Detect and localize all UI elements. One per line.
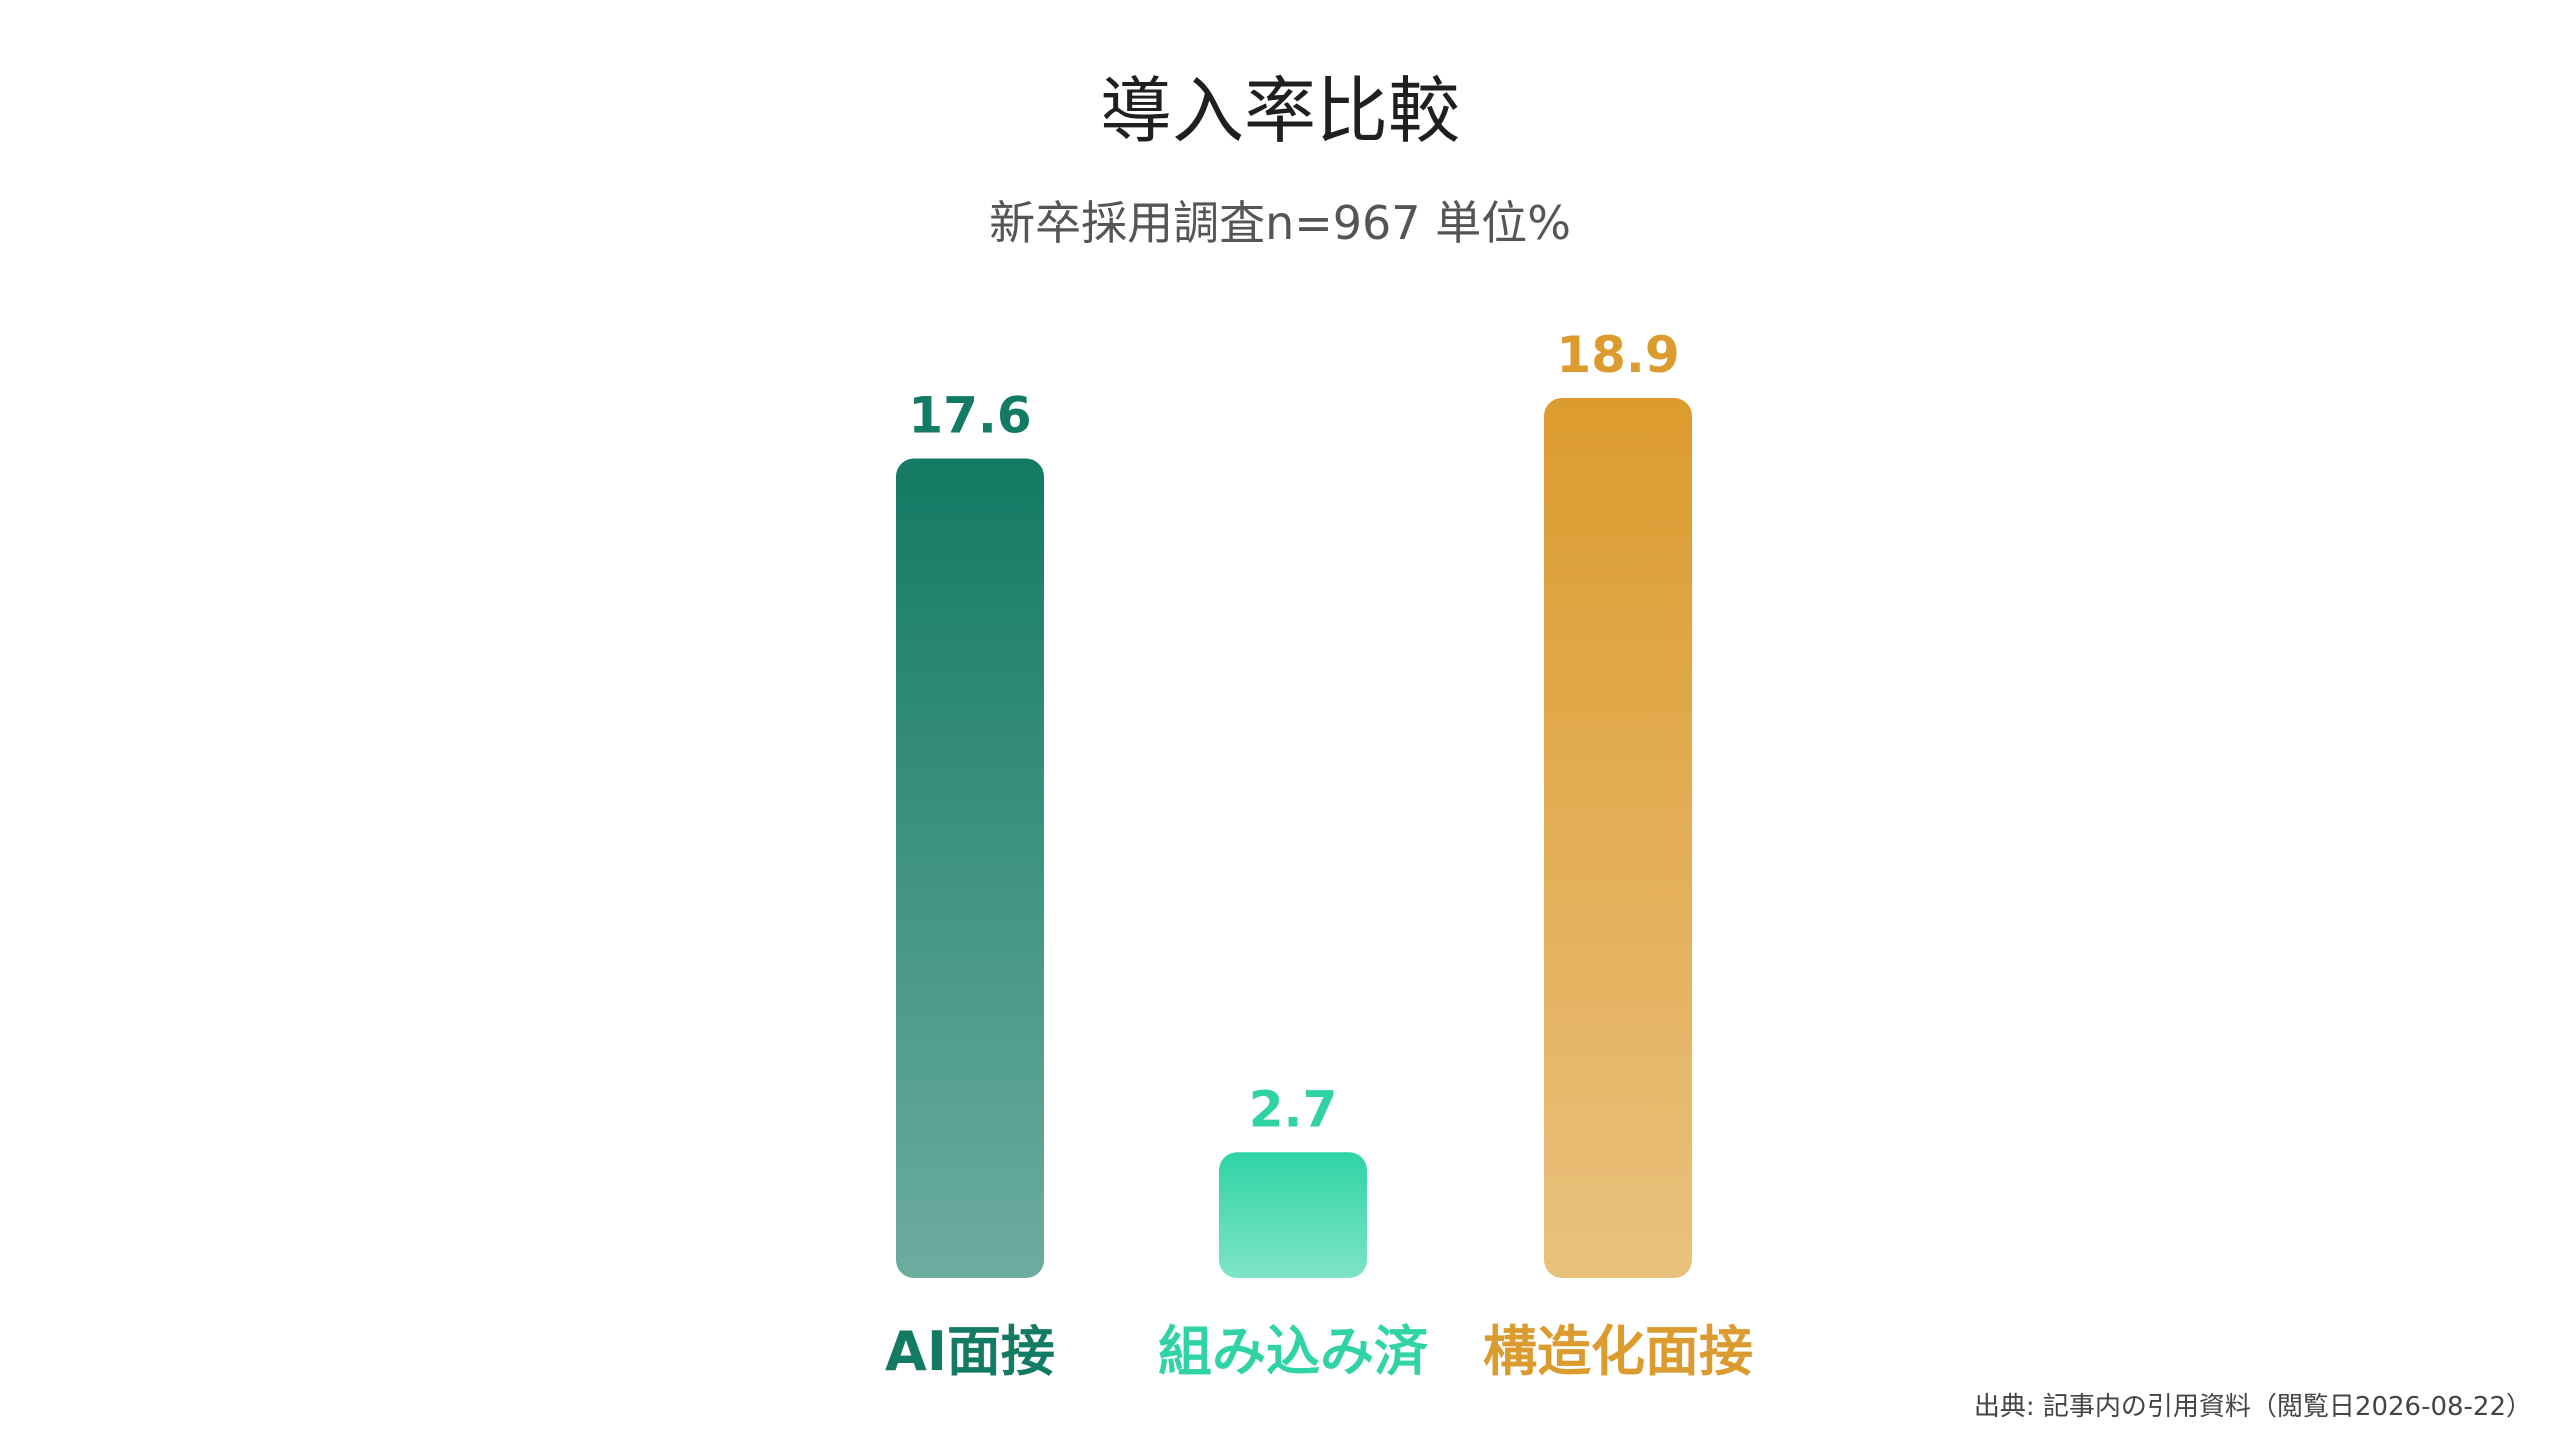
bar-2 — [1219, 1152, 1367, 1278]
category-label-3: 構造化面接 — [1483, 1320, 1753, 1383]
bar-3 — [1544, 398, 1692, 1278]
chart-title: 導入率比較 — [1099, 69, 1460, 153]
value-label-3: 18.9 — [1556, 326, 1679, 384]
bars-layer: 17.6 AI面接 2.7 組み込み済 18.9 構造化面接 — [885, 326, 1753, 1383]
value-label-2: 2.7 — [1249, 1080, 1338, 1138]
category-label-2: 組み込み済 — [1158, 1320, 1429, 1383]
bar-1 — [896, 458, 1044, 1278]
chart-subtitle: 新卒採用調査n=967 単位% — [989, 196, 1571, 250]
category-label-1: AI面接 — [885, 1320, 1055, 1383]
source-note: 出典: 記事内の引用資料（閲覧日2026-08-22） — [1973, 1392, 2532, 1422]
value-label-1: 17.6 — [908, 387, 1031, 445]
